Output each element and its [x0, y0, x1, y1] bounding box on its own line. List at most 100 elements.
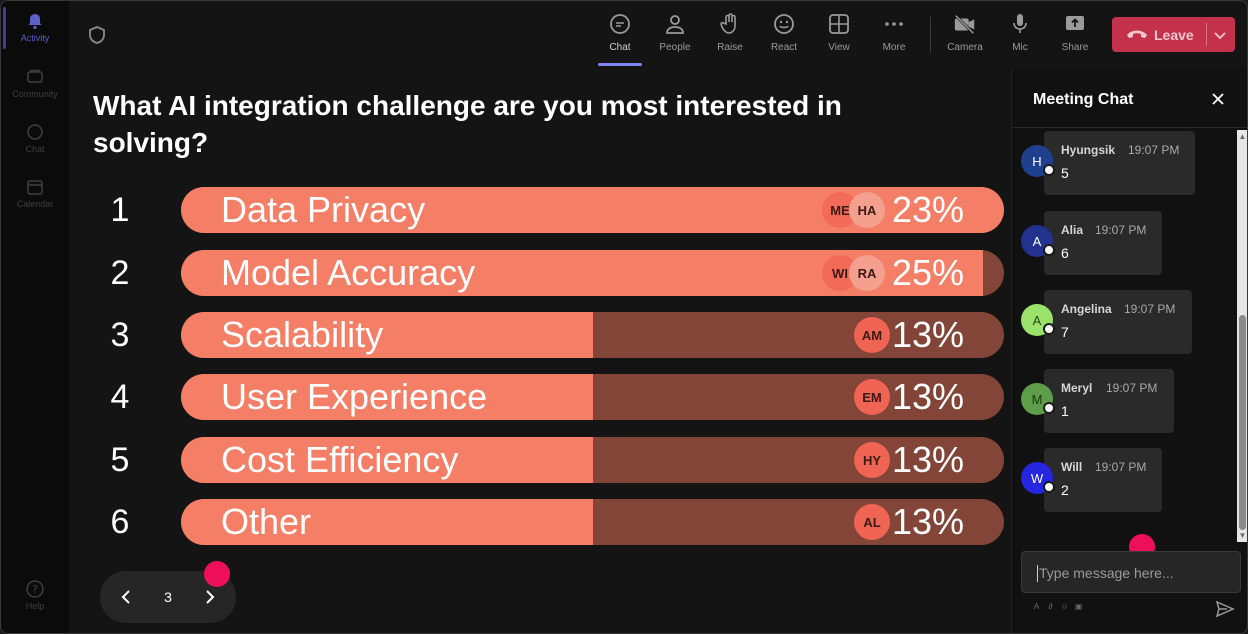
toolbar-label: React: [770, 42, 798, 53]
option-result-bar[interactable]: User Experience EM 13%: [181, 374, 1004, 420]
toolbar-mic-button[interactable]: Mic: [996, 11, 1044, 61]
scroll-up-icon[interactable]: ▲: [1238, 132, 1247, 141]
toolbar-react-button[interactable]: React: [760, 11, 808, 61]
next-slide-button[interactable]: [198, 585, 222, 609]
emoji-icon[interactable]: ☺: [1060, 602, 1069, 611]
message-author: Meryl: [1061, 381, 1093, 395]
svg-text:?: ?: [32, 583, 38, 596]
presence-status-icon: [1043, 402, 1055, 414]
option-result-bar[interactable]: Model Accuracy WI RA 25%: [181, 250, 1004, 296]
poll-option-row: 3 Scalability AM 13%: [69, 312, 1011, 358]
rail-item-community[interactable]: Community: [1, 67, 69, 117]
result-bar-fill: [181, 499, 593, 545]
rail-item-calendar[interactable]: Calendar: [1, 177, 69, 227]
mic-icon: [1008, 11, 1032, 37]
option-label: Other: [221, 501, 312, 542]
option-number: 2: [110, 254, 130, 292]
option-result-bar[interactable]: Data Privacy ME HA 23%: [181, 187, 1004, 233]
option-label: User Experience: [221, 376, 488, 417]
share-icon: [1063, 11, 1087, 37]
toolbar-chat-button[interactable]: Chat: [596, 11, 644, 61]
active-tab-underline: [598, 63, 642, 66]
community-icon: [25, 67, 45, 87]
option-percentage: 25%: [891, 252, 964, 293]
previous-slide-button[interactable]: [114, 585, 138, 609]
message-bubble: Meryl 19:07 PM 1: [1044, 369, 1174, 433]
message-author: Alia: [1061, 223, 1084, 237]
chat-message[interactable]: Will 19:07 PM 2 W: [1012, 448, 1237, 512]
message-author: Hyungsik: [1061, 143, 1116, 157]
option-number: 4: [110, 378, 130, 416]
chat-message[interactable]: Hyungsik 19:07 PM 5 H: [1012, 131, 1237, 195]
voter-avatar: AL: [854, 504, 890, 540]
help-icon: ?: [25, 579, 45, 599]
attach-icon[interactable]: ∂: [1048, 602, 1053, 611]
result-bar-fill: [181, 437, 593, 483]
gif-icon[interactable]: ▣: [1074, 602, 1083, 611]
option-number: 3: [110, 316, 130, 354]
chat-message[interactable]: Meryl 19:07 PM 1 M: [1012, 369, 1237, 433]
message-timestamp: 19:07 PM: [1095, 460, 1147, 474]
rail-item-activity[interactable]: Activity: [1, 11, 69, 61]
message-bubble: Will 19:07 PM 2: [1044, 448, 1162, 512]
chat-input-placeholder: Type message here...: [1039, 565, 1174, 581]
toolbar-label: View: [828, 42, 850, 53]
leave-divider: [1206, 23, 1207, 46]
slide-number: 3: [164, 589, 172, 605]
poll-question: What AI integration challenge are you mo…: [93, 90, 842, 158]
shield-icon[interactable]: [87, 25, 107, 45]
toolbar-label: Mic: [1012, 42, 1028, 53]
option-result-bar[interactable]: Scalability AM 13%: [181, 312, 1004, 358]
send-icon[interactable]: [1215, 599, 1235, 619]
rail-label: Calendar: [16, 199, 54, 209]
raise-hand-icon: [718, 11, 742, 37]
message-bubble: Alia 19:07 PM 6: [1044, 211, 1162, 275]
message-timestamp: 19:07 PM: [1124, 302, 1176, 316]
message-text: 5: [1061, 165, 1069, 181]
presence-status-icon: [1043, 323, 1055, 335]
scrollbar-thumb[interactable]: [1239, 315, 1246, 530]
option-label: Model Accuracy: [221, 252, 476, 293]
smiley-icon: [772, 11, 796, 37]
leave-button[interactable]: Leave: [1112, 17, 1235, 52]
chevron-down-icon[interactable]: [1213, 28, 1227, 42]
toolbar-camera-button[interactable]: Camera: [941, 11, 989, 61]
close-icon[interactable]: [1210, 91, 1226, 107]
option-result-bar[interactable]: Other AL 13%: [181, 499, 1004, 545]
chat-icon: [608, 11, 632, 37]
rail-item-help[interactable]: ? Help: [1, 579, 69, 629]
option-percentage: 23%: [891, 189, 964, 230]
rail-item-chat[interactable]: Chat: [1, 122, 69, 172]
option-percentage: 13%: [891, 501, 964, 542]
rail-label: Community: [12, 89, 58, 99]
rail-label: Help: [25, 601, 45, 611]
chat-message-input[interactable]: Type message here...: [1021, 551, 1241, 593]
chat-header-divider: [1012, 127, 1247, 128]
chat-icon: [25, 122, 45, 142]
option-percentage: 13%: [891, 314, 964, 355]
toolbar-separator: [930, 17, 931, 53]
toolbar-people-button[interactable]: People: [651, 11, 699, 61]
toolbar-more-button[interactable]: More: [870, 11, 918, 61]
option-number: 5: [110, 441, 130, 479]
toolbar-raise-button[interactable]: Raise: [706, 11, 754, 61]
option-result-bar[interactable]: Cost Efficiency HY 13%: [181, 437, 1004, 483]
people-icon: [663, 11, 687, 37]
camera-off-icon: [953, 11, 977, 37]
format-icon[interactable]: A: [1033, 602, 1040, 611]
scroll-down-icon[interactable]: ▼: [1238, 531, 1247, 540]
toolbar-share-button[interactable]: Share: [1051, 11, 1099, 61]
click-indicator-dot: [204, 561, 230, 587]
chat-scrollbar[interactable]: ▲ ▼: [1237, 130, 1247, 542]
chat-message[interactable]: Alia 19:07 PM 6 A: [1012, 211, 1237, 275]
voter-avatar: AM: [854, 317, 890, 353]
text-caret: [1037, 565, 1038, 582]
option-number: 1: [110, 191, 130, 229]
toolbar-view-button[interactable]: View: [815, 11, 863, 61]
chat-message[interactable]: Angelina 19:07 PM 7 A: [1012, 290, 1237, 354]
meeting-chat-panel: Meeting Chat Hyungsik 19:07 PM 5 H Alia 19:07…: [1011, 69, 1247, 633]
rail-label: Activity: [20, 33, 50, 43]
rail-active-indicator: [3, 7, 6, 49]
presence-status-icon: [1043, 244, 1055, 256]
